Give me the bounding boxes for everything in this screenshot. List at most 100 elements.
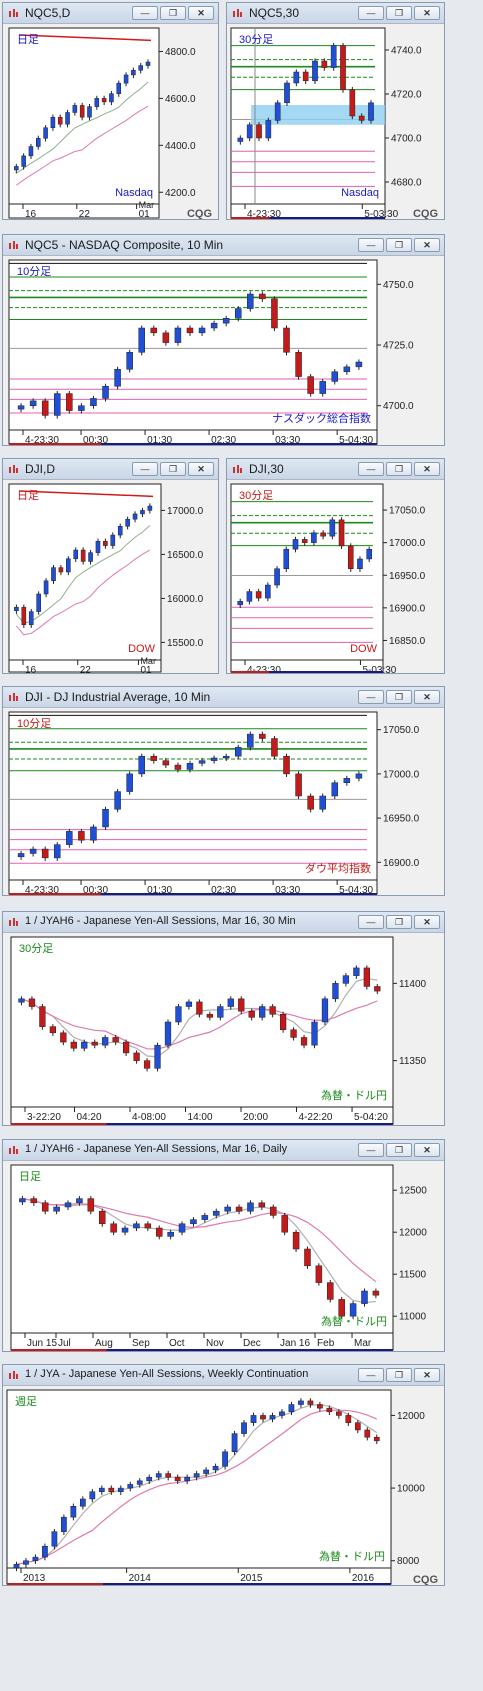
title-bar[interactable]: NQC5,D — ❐ ✕ — [3, 3, 218, 24]
restore-button[interactable]: ❐ — [386, 462, 412, 476]
candle — [29, 398, 37, 409]
chart-icon — [9, 465, 18, 473]
candle-body — [162, 332, 170, 343]
candle-body — [363, 967, 370, 987]
dji-30min-window[interactable]: DJI,30 — ❐ ✕ 17050.0 17000.0 16950.0 16900.… — [226, 458, 445, 674]
close-button[interactable]: ✕ — [188, 462, 214, 476]
close-button[interactable]: ✕ — [414, 1368, 440, 1382]
chart-plot[interactable]: 4750.0 4725.0 4700.0 4-23:30 00:30 01:30 02:30… — [3, 256, 444, 446]
minimize-button[interactable]: — — [358, 1143, 384, 1157]
dji-10min-window[interactable]: DJI - DJ Industrial Average, 10 Min — ❐ … — [2, 686, 445, 896]
candle-body — [95, 540, 101, 553]
candle — [238, 996, 245, 1015]
minimize-button[interactable]: — — [132, 462, 158, 476]
jyah6-30min-window[interactable]: 1 / JYAH6 - Japanese Yen-All Sessions, M… — [2, 911, 445, 1126]
candle — [231, 1430, 238, 1455]
restore-button[interactable]: ❐ — [160, 6, 186, 20]
candle — [41, 846, 49, 861]
minimize-button[interactable]: — — [132, 6, 158, 20]
title-bar[interactable]: DJI,30 — ❐ ✕ — [227, 459, 444, 480]
candle — [41, 398, 49, 419]
candle-body — [127, 1484, 134, 1489]
title-bar[interactable]: DJI - DJ Industrial Average, 10 Min — ❐ … — [3, 687, 444, 708]
candle-body — [110, 1223, 117, 1233]
dji-daily-window[interactable]: DJI,D — ❐ ✕ 17000.0 16500.0 16000.0 15500.0… — [2, 458, 219, 674]
candle — [60, 1030, 67, 1046]
title-bar[interactable]: NQC5,30 — ❐ ✕ — [227, 3, 444, 24]
candle-body — [81, 1041, 88, 1049]
candle — [301, 536, 308, 546]
minimize-button[interactable]: — — [358, 1368, 384, 1382]
restore-button[interactable]: ❐ — [386, 238, 412, 252]
candle — [90, 824, 97, 844]
nqc5-daily-window[interactable]: NQC5,D — ❐ ✕ 4800.0 4600.0 4400.0 4200.0 16 2… — [2, 2, 219, 220]
candle — [319, 378, 326, 397]
candle — [321, 996, 329, 1026]
candle — [259, 1003, 266, 1021]
candle-body — [368, 102, 374, 121]
chart-plot[interactable]: 17050.0 17000.0 16950.0 16900.0 4-23:30 00:30… — [3, 708, 444, 896]
candle-body — [49, 1026, 56, 1034]
chart-plot[interactable]: 12500 12000 11500 11000 Jun 15 Jul Aug Sep Oct No… — [3, 1161, 444, 1352]
nqc5-10min-window[interactable]: NQC5 - NASDAQ Composite, 10 Min — ❐ ✕ 47… — [2, 234, 445, 446]
candle — [41, 1200, 49, 1215]
restore-button[interactable]: ❐ — [386, 915, 412, 929]
restore-button[interactable]: ❐ — [160, 462, 186, 476]
candle — [64, 1200, 72, 1211]
jya-weekly-window[interactable]: 1 / JYA - Japanese Yen-All Sessions, Wee… — [2, 1364, 445, 1586]
restore-button[interactable]: ❐ — [386, 690, 412, 704]
restore-button[interactable]: ❐ — [386, 1143, 412, 1157]
minimize-button[interactable]: — — [358, 6, 384, 20]
candle — [185, 999, 193, 1010]
candle-body — [94, 98, 100, 107]
candles — [19, 1196, 380, 1320]
jyah6-daily-window[interactable]: 1 / JYAH6 - Japanese Yen-All Sessions, M… — [2, 1139, 445, 1352]
candle-body — [36, 593, 41, 612]
candle-body — [298, 1400, 304, 1405]
candle — [28, 608, 34, 628]
x-tick-label: 14:00 — [188, 1112, 213, 1123]
candle — [235, 1204, 243, 1215]
chart-plot[interactable]: 4740.0 4720.0 4700.0 4680.0 4-23:30 5-03:30 30… — [227, 24, 444, 220]
close-button[interactable]: ✕ — [414, 915, 440, 929]
close-button[interactable]: ✕ — [414, 462, 440, 476]
title-bar[interactable]: DJI,D — ❐ ✕ — [3, 459, 218, 480]
close-button[interactable]: ✕ — [414, 1143, 440, 1157]
x-axis-band — [8, 659, 162, 673]
candle-body — [28, 146, 34, 157]
restore-button[interactable]: ❐ — [386, 1368, 412, 1382]
title-bar[interactable]: 1 / JYA - Japanese Yen-All Sessions, Wee… — [3, 1365, 444, 1386]
candle — [81, 1039, 88, 1052]
restore-button[interactable]: ❐ — [386, 6, 412, 20]
plot-area — [10, 936, 394, 1108]
candle — [320, 530, 326, 540]
close-button[interactable]: ✕ — [414, 690, 440, 704]
candle-body — [126, 773, 133, 792]
chart-plot[interactable]: 11400 11350 3-22:20 04:20 4-08:00 14:00 20:00 4… — [3, 933, 444, 1126]
x-tick-label: 20:00 — [243, 1112, 268, 1123]
close-button[interactable]: ✕ — [188, 6, 214, 20]
close-button[interactable]: ✕ — [414, 238, 440, 252]
x-tick-label: 4-23:30 — [25, 885, 59, 896]
x-tick-label: 3-22:20 — [27, 1112, 61, 1123]
close-button[interactable]: ✕ — [414, 6, 440, 20]
nqc5-30min-window[interactable]: NQC5,30 — ❐ ✕ 4740.0 4720.0 4700.0 4680.0 4-… — [226, 2, 445, 220]
minimize-button[interactable]: — — [358, 690, 384, 704]
minimize-button[interactable]: — — [358, 462, 384, 476]
x-tick-label: 2016 — [352, 1573, 375, 1584]
candle — [271, 296, 278, 332]
title-bar[interactable]: 1 / JYAH6 - Japanese Yen-All Sessions, M… — [3, 912, 444, 933]
title-bar[interactable]: 1 / JYAH6 - Japanese Yen-All Sessions, M… — [3, 1140, 444, 1161]
minimize-button[interactable]: — — [358, 915, 384, 929]
candle-body — [61, 1516, 67, 1532]
candle — [186, 325, 194, 336]
chart-plot[interactable]: 17050.0 17000.0 16950.0 16900.0 16850.0 4-23:… — [227, 480, 444, 674]
title-bar[interactable]: NQC5 - NASDAQ Composite, 10 Min — ❐ ✕ — [3, 235, 444, 256]
candle — [36, 591, 41, 615]
minimize-button[interactable]: — — [358, 238, 384, 252]
candle — [210, 755, 218, 764]
candle — [357, 556, 363, 572]
